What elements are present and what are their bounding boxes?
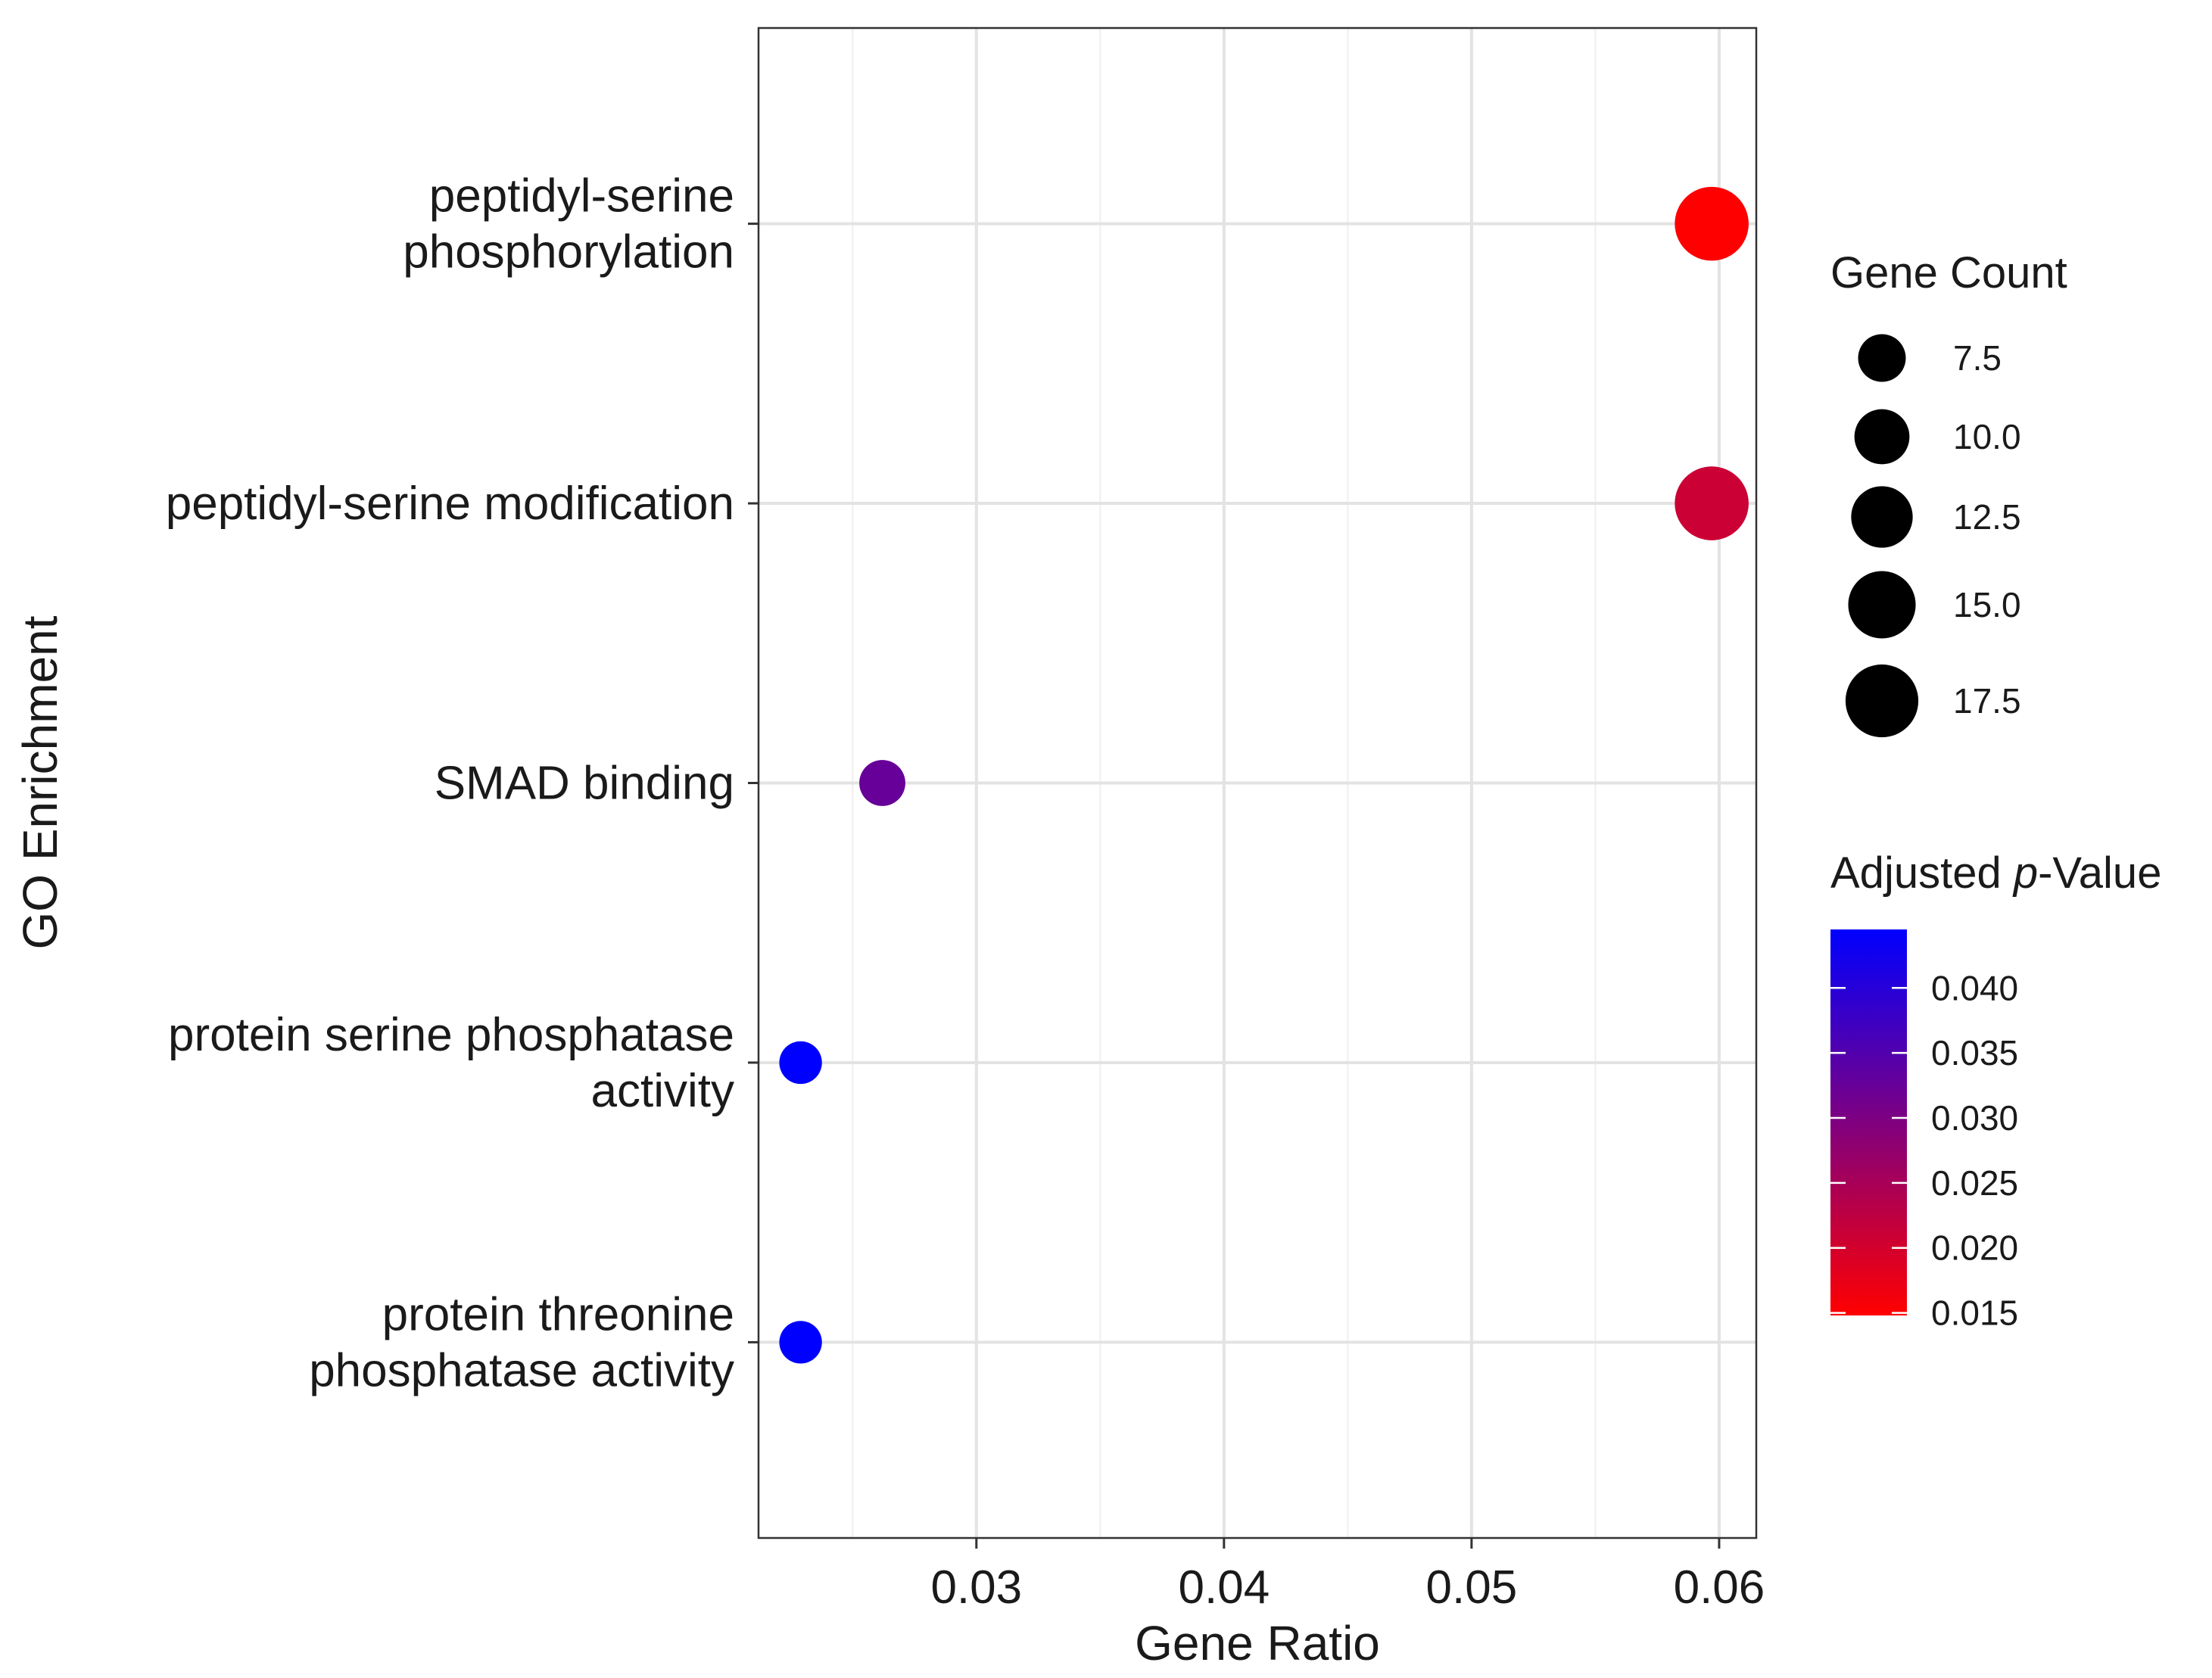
y-tick-label: SMAD binding — [435, 758, 734, 810]
size-legend-label: 7.5 — [1953, 338, 2002, 378]
point-protein-serine-phosphatase-activity — [779, 1041, 822, 1085]
colorbar-label: 0.040 — [1931, 968, 2018, 1007]
size-legend-label: 12.5 — [1953, 497, 2021, 537]
x-tick-label: 0.06 — [1674, 1561, 1765, 1614]
y-tick-label: protein serine phosphatase — [168, 1009, 734, 1061]
y-tick-label: protein threonine — [382, 1288, 734, 1340]
size-legend-label: 17.5 — [1953, 681, 2021, 721]
colorbar-label: 0.035 — [1931, 1033, 2018, 1072]
color-legend-title-suffix: -Value — [2038, 848, 2161, 898]
size-legend-label: 10.0 — [1953, 417, 2021, 456]
size-legend-label: 15.0 — [1953, 585, 2021, 624]
p-value-colorbar — [1830, 929, 1907, 1315]
point-protein-threonine-phosphatase-activity — [779, 1321, 822, 1364]
size-legend-title: Gene Count — [1830, 248, 2067, 297]
x-tick-label: 0.03 — [930, 1561, 1022, 1614]
colorbar-label: 0.030 — [1931, 1098, 2018, 1138]
y-tick-label: phosphatase activity — [309, 1344, 734, 1396]
colorbar-label: 0.025 — [1931, 1163, 2018, 1203]
major-gridlines — [759, 28, 1756, 1538]
size-legend-key — [1854, 409, 1910, 465]
color-legend-title-prefix: Adjusted — [1830, 848, 2014, 898]
y-tick-label: activity — [591, 1065, 734, 1117]
point-peptidyl-serine-modification — [1675, 466, 1749, 540]
color-legend-title: Adjusted p-Value — [1830, 848, 2161, 898]
size-legend-key — [1848, 571, 1916, 639]
y-tick-label: peptidyl-serine — [429, 170, 734, 223]
colorbar-label: 0.015 — [1931, 1294, 2018, 1333]
size-legend-key — [1858, 334, 1906, 382]
point-smad-binding — [859, 760, 905, 806]
x-axis: 0.03 0.04 0.05 0.06 — [930, 1538, 1765, 1614]
gene-count-legend: Gene Count 7.5 10.0 12.5 15.0 17.5 — [1830, 248, 2067, 738]
adjusted-p-value-legend: Adjusted p-Value 0.040 0.035 0.030 0.025 0.0… — [1830, 848, 2161, 1333]
point-peptidyl-serine-phosphorylation — [1675, 186, 1749, 261]
x-tick-label: 0.05 — [1426, 1561, 1518, 1614]
x-tick-label: 0.04 — [1179, 1561, 1270, 1614]
y-axis-title: GO Enrichment — [13, 615, 67, 949]
color-legend-title-italic: p — [2012, 848, 2038, 898]
y-tick-label: phosphorylation — [403, 226, 734, 279]
x-axis-title: Gene Ratio — [1135, 1616, 1380, 1670]
size-legend-key — [1845, 664, 1919, 738]
colorbar-label: 0.020 — [1931, 1228, 2018, 1268]
data-points — [779, 186, 1749, 1364]
y-tick-label: peptidyl-serine modification — [166, 478, 734, 530]
size-legend-key — [1851, 486, 1913, 548]
